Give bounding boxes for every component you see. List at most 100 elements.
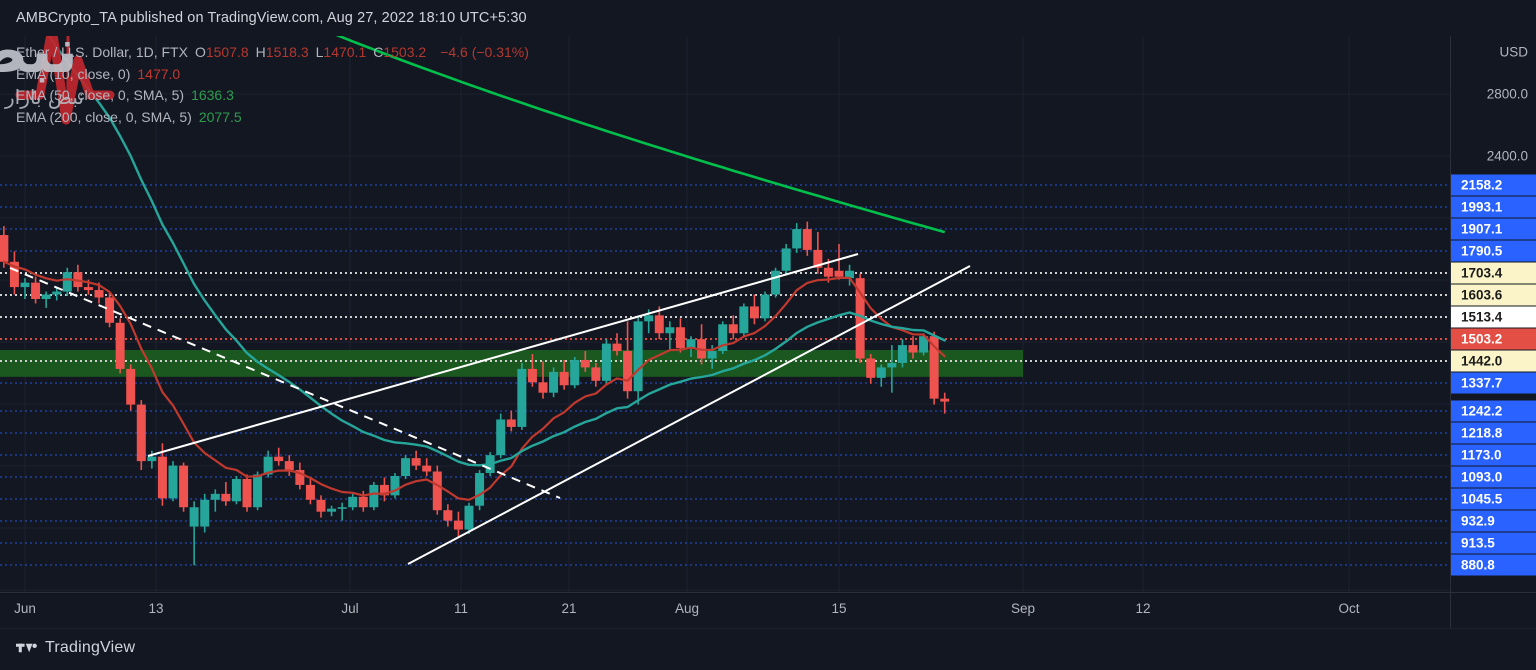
- candle-body: [115, 322, 125, 369]
- price-level-chip[interactable]: 1703.4: [1451, 262, 1536, 284]
- price-level-chip[interactable]: 880.8: [1451, 554, 1536, 576]
- candle-body: [538, 382, 548, 393]
- candle-body: [390, 475, 400, 496]
- candle-body: [52, 291, 62, 295]
- candle-body: [749, 306, 759, 319]
- price-level-chip[interactable]: 1093.0: [1451, 466, 1536, 488]
- candle-body: [728, 324, 738, 334]
- price-level-chip[interactable]: 1218.8: [1451, 422, 1536, 444]
- candle-body: [105, 297, 115, 323]
- candle-body: [876, 367, 886, 378]
- price-level-chip[interactable]: 1993.1: [1451, 196, 1536, 218]
- candle-body: [644, 315, 654, 322]
- ema50-line: [47, 36, 946, 467]
- candle-body: [401, 458, 411, 476]
- supply-zone-rect: [0, 349, 1023, 377]
- candle-body: [9, 261, 19, 288]
- candle-body: [549, 371, 559, 393]
- ema200-line: [335, 36, 946, 234]
- candle-body: [506, 419, 516, 427]
- candle-body: [379, 484, 389, 496]
- price-level-chip[interactable]: 1045.5: [1451, 488, 1536, 510]
- price-level-chip[interactable]: 1790.5: [1451, 240, 1536, 262]
- candle-body: [654, 315, 664, 334]
- price-level-chip[interactable]: 932.9: [1451, 510, 1536, 532]
- candle-body: [411, 458, 421, 466]
- candle-body: [295, 470, 305, 485]
- candle-body: [591, 367, 601, 381]
- candle-body: [94, 290, 104, 298]
- time-axis[interactable]: Jun 13 Jul 11 21 Aug 15 Sep 12 Oct: [0, 592, 1536, 629]
- candle-body: [179, 465, 189, 508]
- tradingview-wordmark: TradingView: [45, 639, 136, 656]
- candle-body: [83, 287, 93, 291]
- price-level-chip[interactable]: 1503.2: [1451, 328, 1536, 350]
- candle-body: [929, 336, 939, 399]
- candle-body: [908, 345, 918, 353]
- candle-body: [422, 465, 432, 472]
- candle-body: [612, 343, 622, 352]
- price-level-chip[interactable]: 1513.4: [1451, 306, 1536, 328]
- candle-body: [189, 507, 199, 527]
- candle-body: [231, 478, 241, 502]
- candle-body: [686, 339, 696, 349]
- price-axis-tick: 2400.0: [1486, 148, 1528, 164]
- candle-body: [20, 282, 30, 288]
- tradingview-mark-icon: [16, 643, 37, 653]
- candle-body: [136, 404, 146, 462]
- price-level-chip[interactable]: 2158.2: [1451, 174, 1536, 196]
- candle-body: [601, 343, 611, 381]
- candle-body: [517, 368, 527, 427]
- price-level-chip[interactable]: 1603.6: [1451, 284, 1536, 306]
- ema10-line: [2, 260, 946, 501]
- candle-body: [496, 419, 506, 456]
- time-axis-tick: Oct: [1338, 601, 1360, 616]
- footer-bar: TradingView: [0, 628, 1536, 670]
- axis-corner-divider: [1450, 593, 1451, 629]
- candle-body: [855, 278, 865, 359]
- time-axis-tick: Jun: [14, 601, 36, 616]
- candle-body: [200, 499, 210, 527]
- chart-pane[interactable]: [0, 36, 1450, 592]
- candle-body: [31, 282, 41, 299]
- candle-body: [369, 484, 379, 508]
- price-level-chip[interactable]: 1442.0: [1451, 350, 1536, 372]
- candle-body: [834, 270, 844, 277]
- candle-body: [570, 359, 580, 386]
- candle-body: [41, 294, 51, 299]
- trendline-resistance-dashed: [9, 267, 561, 499]
- price-level-chip[interactable]: 1907.1: [1451, 218, 1536, 240]
- candle-body: [358, 496, 368, 508]
- candle-body: [253, 474, 263, 508]
- candle-body: [580, 359, 590, 368]
- candle-body: [527, 368, 537, 383]
- candle-body: [665, 327, 675, 334]
- candle-body: [845, 270, 855, 279]
- candle-body: [623, 351, 633, 392]
- candle-body: [210, 493, 220, 500]
- time-axis-tick: 12: [1135, 601, 1151, 616]
- candle-body: [157, 456, 167, 499]
- candle-body: [919, 336, 929, 353]
- tradingview-logo[interactable]: TradingView: [16, 639, 135, 657]
- price-level-chip[interactable]: 913.5: [1451, 532, 1536, 554]
- candle-body: [813, 249, 823, 268]
- time-axis-tick: 11: [453, 601, 469, 616]
- candle-body: [284, 461, 294, 471]
- candle-body: [781, 248, 791, 271]
- price-axis-tick: 2800.0: [1486, 86, 1528, 102]
- candle-body: [453, 520, 463, 530]
- price-axis[interactable]: USD 2800.0 2400.0 2158.2 1993.1 1907.1 1790.5…: [1450, 36, 1536, 592]
- candle-body: [675, 327, 685, 349]
- candle-body: [887, 362, 897, 368]
- price-level-chip[interactable]: 1337.7: [1451, 372, 1536, 394]
- trendline-support-lower: [407, 265, 971, 565]
- price-level-chip[interactable]: 1173.0: [1451, 444, 1536, 466]
- candle-body: [168, 465, 178, 499]
- time-axis-tick: 15: [831, 601, 847, 616]
- candle-body: [62, 272, 72, 292]
- candle-body: [739, 306, 749, 334]
- time-axis-tick: Sep: [1010, 601, 1036, 616]
- price-level-chip[interactable]: 1242.2: [1451, 400, 1536, 422]
- candle-body: [263, 456, 273, 475]
